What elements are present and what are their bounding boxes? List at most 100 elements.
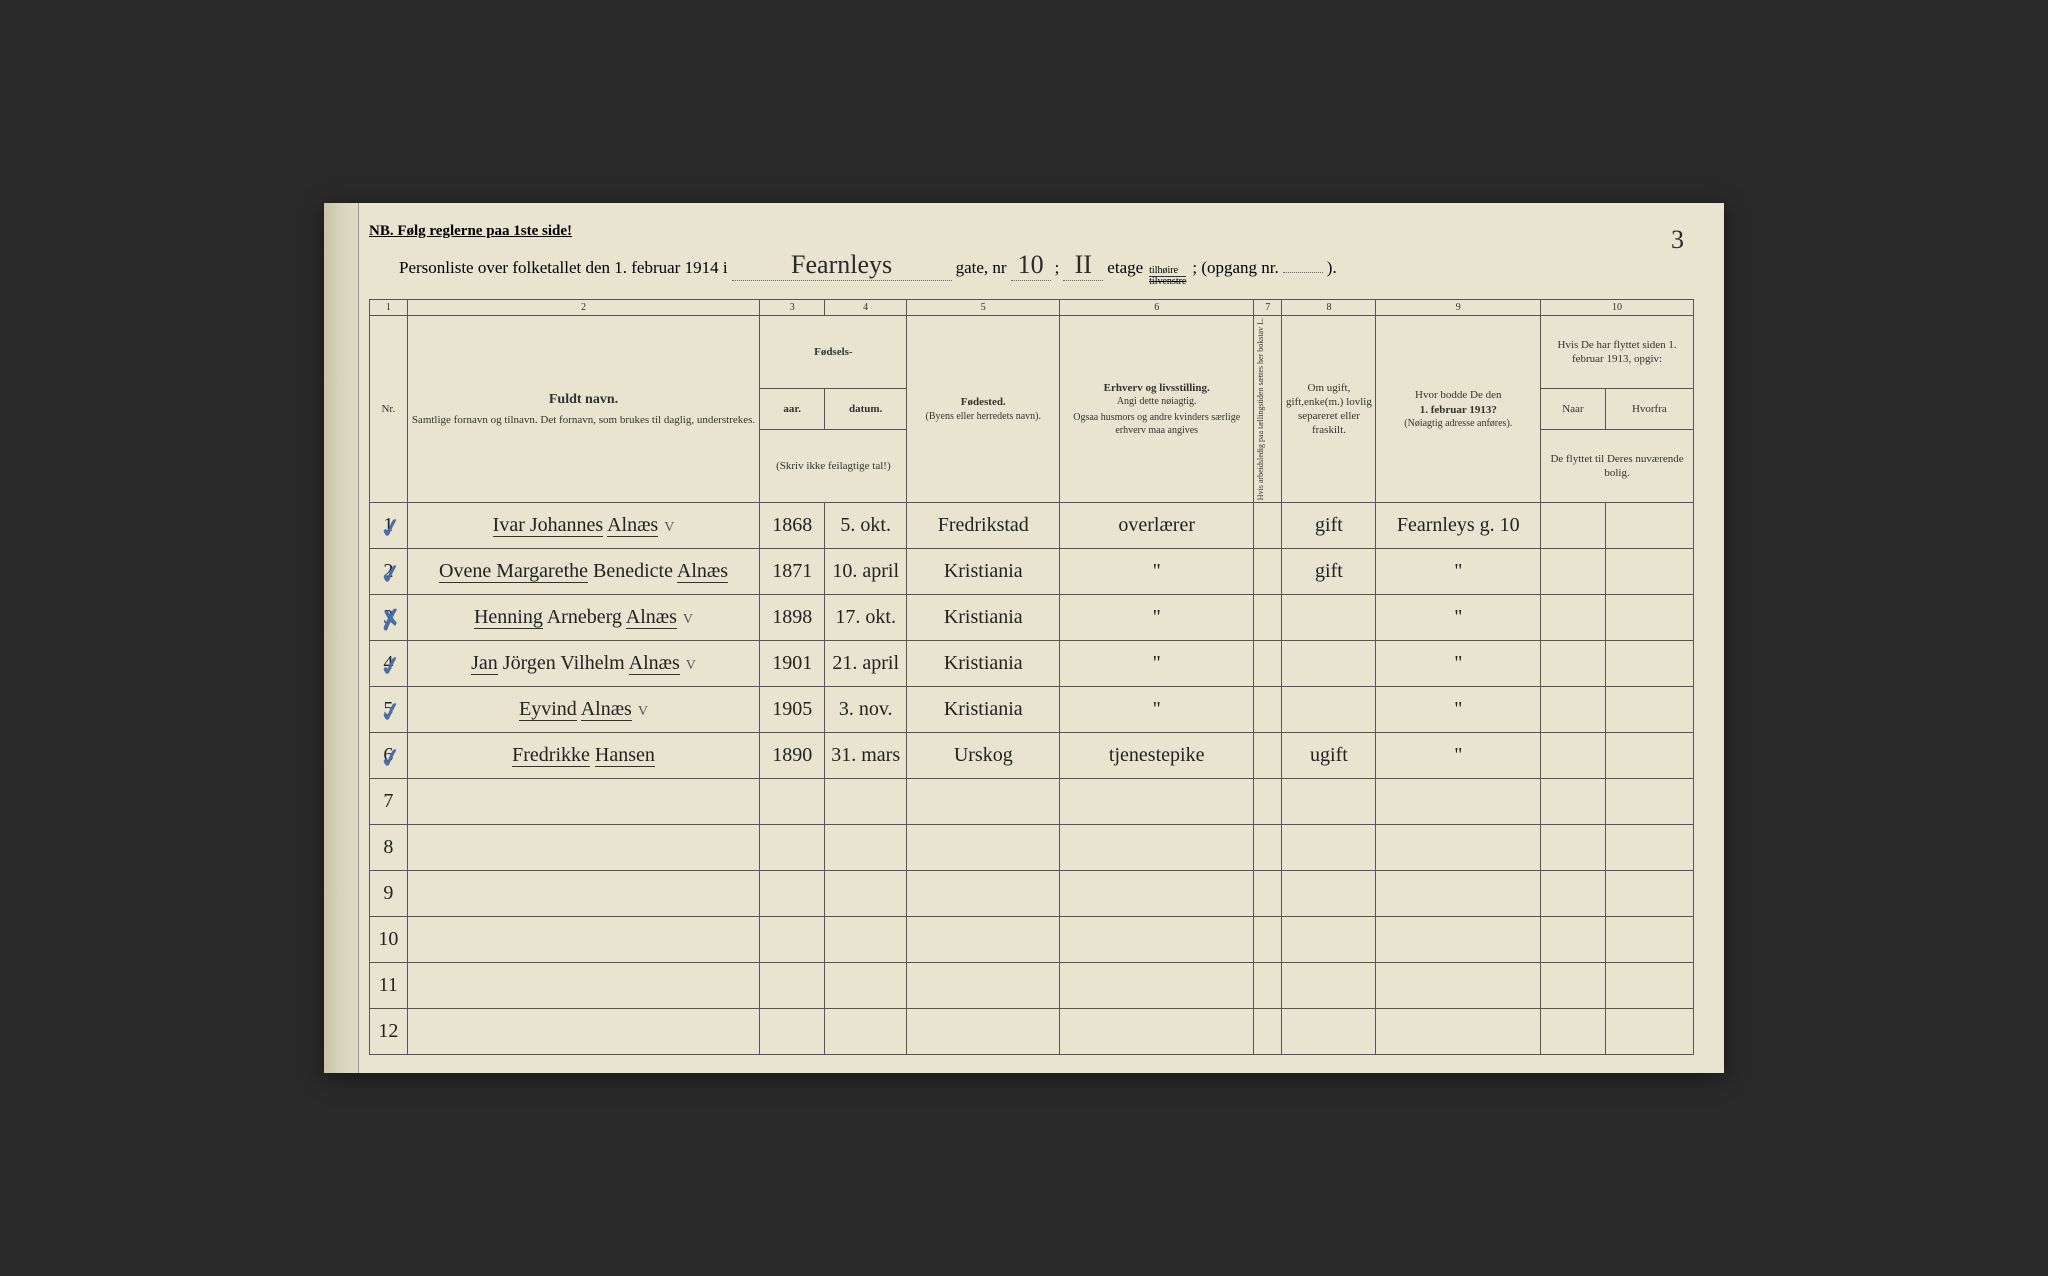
- row-number: 10: [370, 917, 408, 963]
- birth-date: 21. april: [825, 641, 907, 687]
- empty-cell: [1060, 917, 1254, 963]
- colnum-7: 7: [1254, 300, 1282, 316]
- birth-year: 1890: [760, 733, 825, 779]
- empty-cell: [1376, 825, 1541, 871]
- birth-year: 1905: [760, 687, 825, 733]
- empty-cell: [907, 917, 1060, 963]
- table-row-empty: 7: [370, 779, 1694, 825]
- moved-when: [1541, 641, 1606, 687]
- empty-cell: [1541, 1009, 1606, 1055]
- moved-from: [1605, 641, 1693, 687]
- table-row-empty: 11: [370, 963, 1694, 1009]
- name-cell: ✓Fredrikke Hansen: [407, 733, 760, 779]
- table-row-empty: 12: [370, 1009, 1694, 1055]
- empty-cell: [407, 963, 760, 1009]
- census-table: 1 2 3 4 5 6 7 8 9 10 Nr. Fuldt navn. Sam…: [369, 299, 1694, 1055]
- empty-cell: [825, 825, 907, 871]
- col7-cell: [1254, 503, 1282, 549]
- book-spine: [324, 203, 359, 1073]
- name-cell: ✗Henning Arneberg AlnæsV: [407, 595, 760, 641]
- house-number: 10: [1011, 250, 1051, 281]
- hdr-col8: Om ugift, gift,enke(m.) lovlig separeret…: [1282, 316, 1376, 503]
- birth-date: 5. okt.: [825, 503, 907, 549]
- name-cell: ✓Ivar Johannes AlnæsV: [407, 503, 760, 549]
- opgang-label: ; (opgang nr.: [1192, 258, 1278, 278]
- street-name: Fearnleys: [732, 250, 952, 281]
- table-row: 6✓Fredrikke Hansen189031. marsUrskogtjen…: [370, 733, 1694, 779]
- hdr-fodested: Fødested. (Byens eller herredets navn).: [907, 316, 1060, 503]
- empty-cell: [1060, 779, 1254, 825]
- person-name: Ovene Margarethe Benedicte Alnæs: [439, 560, 728, 583]
- empty-cell: [760, 963, 825, 1009]
- hdr-nr: Nr.: [370, 316, 408, 503]
- empty-cell: [407, 1009, 760, 1055]
- occupation: ": [1060, 549, 1254, 595]
- empty-cell: [907, 1009, 1060, 1055]
- check-mark: ✓: [377, 651, 404, 684]
- birth-date: 17. okt.: [825, 595, 907, 641]
- empty-cell: [760, 917, 825, 963]
- name-cell: ✓Eyvind AlnæsV: [407, 687, 760, 733]
- name-cell: ✓Jan Jörgen Vilhelm AlnæsV: [407, 641, 760, 687]
- empty-cell: [1282, 825, 1376, 871]
- marital-status: [1282, 641, 1376, 687]
- marital-status: gift: [1282, 549, 1376, 595]
- hdr-erhverv: Erhverv og livsstilling. Angi dette nøia…: [1060, 316, 1254, 503]
- v-mark: V: [686, 658, 696, 673]
- tilhoire-tilvenstre: tilhøire tilvenstre: [1149, 266, 1186, 287]
- moved-from: [1605, 733, 1693, 779]
- empty-cell: [1282, 917, 1376, 963]
- hdr-col10-sub: De flyttet til Deres nuværende bolig.: [1541, 430, 1694, 503]
- empty-cell: [407, 917, 760, 963]
- person-name: Eyvind Alnæs: [519, 698, 632, 721]
- empty-cell: [1541, 871, 1606, 917]
- hdr-col10-top: Hvis De har flyttet siden 1. februar 191…: [1541, 316, 1694, 389]
- moved-when: [1541, 687, 1606, 733]
- check-mark: ✓: [377, 513, 404, 546]
- empty-cell: [1254, 1009, 1282, 1055]
- person-name: Fredrikke Hansen: [512, 744, 655, 767]
- hdr-name: Fuldt navn. Samtlige fornavn og tilnavn.…: [407, 316, 760, 503]
- birth-year: 1901: [760, 641, 825, 687]
- prev-address: ": [1376, 549, 1541, 595]
- colnum-6: 6: [1060, 300, 1254, 316]
- empty-cell: [407, 825, 760, 871]
- table-row: 4✓Jan Jörgen Vilhelm AlnæsV190121. april…: [370, 641, 1694, 687]
- colnum-5: 5: [907, 300, 1060, 316]
- moved-when: [1541, 549, 1606, 595]
- moved-from: [1605, 595, 1693, 641]
- empty-cell: [760, 825, 825, 871]
- colnum-4: 4: [825, 300, 907, 316]
- prev-address: ": [1376, 595, 1541, 641]
- occupation: overlærer: [1060, 503, 1254, 549]
- birthplace: Kristiania: [907, 549, 1060, 595]
- table-row-empty: 9: [370, 871, 1694, 917]
- hdr-aar: aar.: [760, 388, 825, 430]
- opgang-number: [1283, 272, 1323, 273]
- empty-cell: [407, 779, 760, 825]
- empty-cell: [1376, 1009, 1541, 1055]
- empty-cell: [1605, 963, 1693, 1009]
- empty-cell: [1060, 871, 1254, 917]
- table-row: 2✓Ovene Margarethe Benedicte Alnæs187110…: [370, 549, 1694, 595]
- birth-date: 10. april: [825, 549, 907, 595]
- etage-label: etage: [1107, 258, 1143, 278]
- person-name: Ivar Johannes Alnæs: [493, 514, 659, 537]
- prev-address: Fearnleys g. 10: [1376, 503, 1541, 549]
- empty-cell: [907, 871, 1060, 917]
- check-mark: ✓: [377, 559, 404, 592]
- form-title-line: Personliste over folketallet den 1. febr…: [369, 250, 1694, 287]
- birth-date: 3. nov.: [825, 687, 907, 733]
- person-name: Henning Arneberg Alnæs: [474, 606, 677, 629]
- empty-cell: [1060, 825, 1254, 871]
- col7-cell: [1254, 687, 1282, 733]
- moved-when: [1541, 733, 1606, 779]
- empty-cell: [907, 963, 1060, 1009]
- birthplace: Kristiania: [907, 595, 1060, 641]
- hdr-col7: Hvis arbeidsledig paa tællingstiden sætt…: [1254, 316, 1282, 503]
- empty-cell: [1282, 779, 1376, 825]
- empty-cell: [907, 825, 1060, 871]
- empty-cell: [1605, 871, 1693, 917]
- birthplace: Fredrikstad: [907, 503, 1060, 549]
- empty-cell: [1254, 779, 1282, 825]
